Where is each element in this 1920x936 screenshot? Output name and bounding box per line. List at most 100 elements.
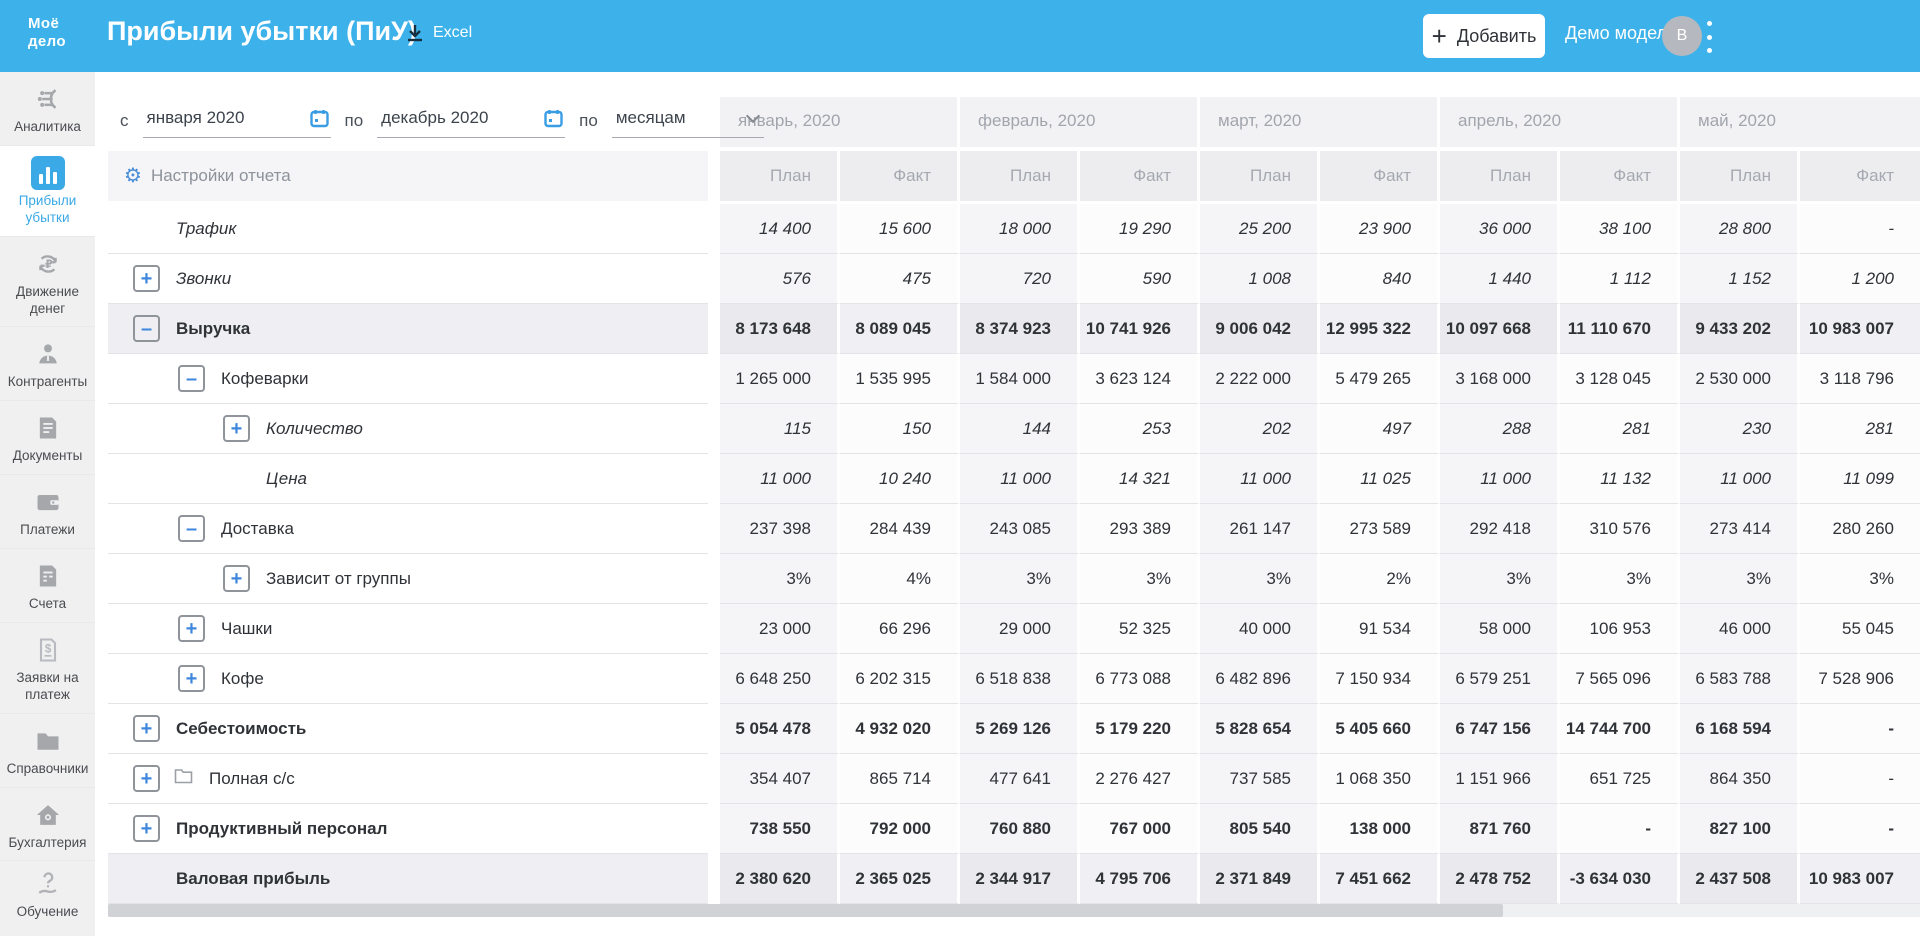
value-cell-plan: 3% <box>1440 554 1560 604</box>
value-cell-fact: 138 000 <box>1320 804 1440 854</box>
expand-plus-button[interactable]: + <box>133 715 160 742</box>
expand-minus-button[interactable]: – <box>178 515 205 542</box>
row-label[interactable]: Кофе <box>221 668 264 688</box>
value-cell-plan: 2 437 508 <box>1680 854 1800 904</box>
value-cell-fact: 14 321 <box>1080 454 1200 504</box>
home-icon <box>3 799 92 831</box>
value-cell-plan: 25 200 <box>1200 204 1320 254</box>
value-cell-fact: 590 <box>1080 254 1200 304</box>
app-logo[interactable]: Моё дело <box>28 15 66 51</box>
row-label[interactable]: Звонки <box>176 268 232 288</box>
horizontal-scrollbar[interactable] <box>108 904 1920 917</box>
value-cell-fact: 7 528 906 <box>1800 654 1920 704</box>
row-label[interactable]: Полная с/с <box>209 768 295 788</box>
expand-plus-button[interactable]: + <box>133 815 160 842</box>
expand-plus-button[interactable]: + <box>178 665 205 692</box>
column-gutter <box>708 554 720 604</box>
sidebar-item-documents[interactable]: Документы <box>0 401 95 476</box>
question-hand-icon <box>3 868 92 900</box>
value-cell-fact: 651 725 <box>1560 754 1680 804</box>
value-cell-fact: 6 773 088 <box>1080 654 1200 704</box>
calendar-icon[interactable] <box>309 109 329 128</box>
column-gutter <box>708 254 720 304</box>
date-from-value: января 2020 <box>146 108 245 127</box>
export-excel-button[interactable]: Excel <box>405 23 472 43</box>
payment-request-icon: $ <box>3 634 92 666</box>
sidebar-item-counterparties[interactable]: Контрагенты <box>0 327 95 402</box>
account-name[interactable]: Демо модель <box>1565 23 1677 43</box>
month-header: январь, 2020 <box>720 97 960 151</box>
sidebar-item-references[interactable]: Справочники <box>0 714 95 788</box>
value-cell-fact: 3% <box>1800 554 1920 604</box>
date-from-input[interactable]: января 2020 <box>142 104 331 138</box>
sidebar-item-payment-requests[interactable]: $ Заявки на платеж <box>0 623 95 714</box>
value-cell-fact: - <box>1800 754 1920 804</box>
kebab-menu-icon[interactable] <box>1702 21 1716 53</box>
row-label-cell: + Продуктивный персонал <box>108 804 708 854</box>
sidebar-item-accounting[interactable]: Бухгалтерия <box>0 788 95 862</box>
value-cell-plan: 288 <box>1440 404 1560 454</box>
expand-minus-button[interactable]: – <box>133 315 160 342</box>
expand-plus-button[interactable]: + <box>223 415 250 442</box>
expand-plus-button[interactable]: + <box>223 565 250 592</box>
value-cell-fact: 310 576 <box>1560 504 1680 554</box>
expand-minus-button[interactable]: – <box>178 365 205 392</box>
row-label-cell: + Звонки <box>108 254 708 304</box>
sidebar-item-label: Контрагенты <box>7 374 88 390</box>
value-cell-fact: 253 <box>1080 404 1200 454</box>
value-cell-plan: 11 000 <box>1200 454 1320 504</box>
sidebar-item-analytics[interactable]: Аналитика <box>0 72 95 146</box>
expand-plus-button[interactable]: + <box>133 765 160 792</box>
row-label[interactable]: Себестоимость <box>176 718 307 738</box>
row-label[interactable]: Продуктивный персонал <box>176 818 388 838</box>
column-gutter <box>708 454 720 504</box>
column-gutter <box>708 654 720 704</box>
row-label[interactable]: Цена <box>266 468 307 488</box>
column-gutter <box>708 804 720 854</box>
sidebar: Аналитика Прибыли убытки ₽ Движение денег Ко… <box>0 72 95 936</box>
row-label[interactable]: Количество <box>266 418 363 438</box>
report-settings-button[interactable]: ⚙ Настройки отчета <box>108 151 708 204</box>
value-cell-fact: 4% <box>840 554 960 604</box>
value-cell-fact: 1 068 350 <box>1320 754 1440 804</box>
row-label[interactable]: Трафик <box>176 218 237 238</box>
row-label-cell: + Количество <box>108 404 708 454</box>
calendar-icon[interactable] <box>544 109 563 128</box>
row-label[interactable]: Кофеварки <box>221 368 309 388</box>
value-cell-fact: 10 741 926 <box>1080 304 1200 354</box>
add-button[interactable]: + Добавить <box>1423 14 1545 58</box>
sidebar-item-profit-loss[interactable]: Прибыли убытки <box>0 145 95 237</box>
sidebar-item-invoices[interactable]: Счета <box>0 549 95 623</box>
scrollbar-thumb[interactable] <box>108 904 1504 917</box>
value-cell-plan: 243 085 <box>960 504 1080 554</box>
value-cell-fact: 3 623 124 <box>1080 354 1200 404</box>
page-title: Прибыли убытки (ПиУ) <box>107 16 417 46</box>
row-label[interactable]: Валовая прибыль <box>176 868 331 888</box>
value-cell-fact: 8 089 045 <box>840 304 960 354</box>
expand-plus-button[interactable]: + <box>178 615 205 642</box>
value-cell-plan: 805 540 <box>1200 804 1320 854</box>
value-cell-fact: 55 045 <box>1800 604 1920 654</box>
row-label[interactable]: Чашки <box>221 618 273 638</box>
row-label-cell: Валовая прибыль <box>108 854 708 904</box>
value-cell-plan: 6 482 896 <box>1200 654 1320 704</box>
value-cell-plan: 3% <box>1200 554 1320 604</box>
date-to-input[interactable]: декабрь 2020 <box>377 104 566 138</box>
value-cell-plan: 2 344 917 <box>960 854 1080 904</box>
group-by-select[interactable]: месяцам <box>611 104 764 138</box>
value-cell-fact: 10 983 007 <box>1800 304 1920 354</box>
sidebar-item-payments[interactable]: Платежи <box>0 475 95 549</box>
row-label[interactable]: Зависит от группы <box>266 568 411 588</box>
sidebar-item-cash-flow[interactable]: ₽ Движение денег <box>0 237 95 328</box>
sidebar-item-label: Прибыли убытки <box>18 192 77 225</box>
excel-label: Excel <box>433 24 473 41</box>
row-label[interactable]: Доставка <box>221 518 295 538</box>
value-cell-fact: 4 932 020 <box>840 704 960 754</box>
avatar[interactable]: B <box>1662 16 1702 56</box>
value-cell-fact: 281 <box>1560 404 1680 454</box>
sidebar-item-training[interactable]: Обучение <box>0 857 95 930</box>
row-label[interactable]: Выручка <box>176 318 251 338</box>
expand-plus-button[interactable]: + <box>133 265 160 292</box>
value-cell-fact: - <box>1560 804 1680 854</box>
invoice-icon <box>3 560 92 592</box>
